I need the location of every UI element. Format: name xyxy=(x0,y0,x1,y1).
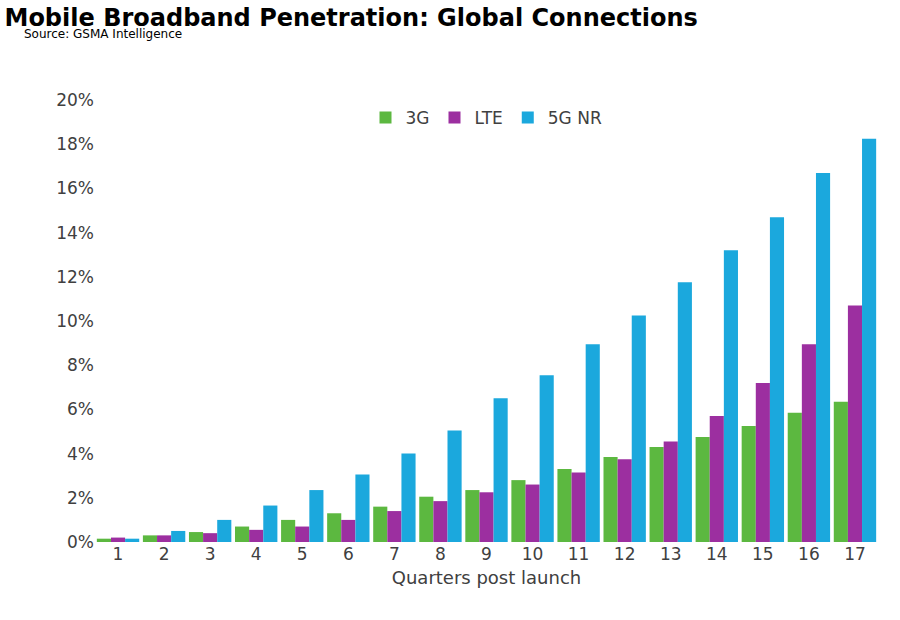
svg-text:10: 10 xyxy=(522,544,544,564)
svg-text:11: 11 xyxy=(568,544,590,564)
svg-text:5G NR: 5G NR xyxy=(548,108,602,128)
svg-text:8: 8 xyxy=(435,544,446,564)
svg-text:7: 7 xyxy=(389,544,400,564)
svg-text:Quarters post launch: Quarters post launch xyxy=(392,567,581,588)
svg-text:Source: GSMA Intelligence: Source: GSMA Intelligence xyxy=(24,27,182,41)
svg-text:18%: 18% xyxy=(56,134,94,154)
svg-text:17: 17 xyxy=(844,544,866,564)
svg-text:8%: 8% xyxy=(67,355,94,375)
svg-text:20%: 20% xyxy=(56,90,94,110)
svg-text:1: 1 xyxy=(113,544,124,564)
svg-text:6%: 6% xyxy=(67,399,94,419)
svg-text:5: 5 xyxy=(297,544,308,564)
svg-text:16%: 16% xyxy=(56,178,94,198)
svg-text:16: 16 xyxy=(798,544,820,564)
svg-text:13: 13 xyxy=(660,544,682,564)
svg-text:Mobile Broadband Penetration:: Mobile Broadband Penetration: Global Con… xyxy=(5,4,698,32)
svg-text:14: 14 xyxy=(706,544,728,564)
svg-text:4%: 4% xyxy=(67,444,94,464)
svg-text:LTE: LTE xyxy=(475,108,503,128)
svg-text:2%: 2% xyxy=(67,488,94,508)
svg-text:4: 4 xyxy=(251,544,262,564)
svg-text:0%: 0% xyxy=(67,532,94,552)
svg-text:12%: 12% xyxy=(56,267,94,287)
svg-text:12: 12 xyxy=(614,544,636,564)
svg-text:9: 9 xyxy=(481,544,492,564)
svg-text:10%: 10% xyxy=(56,311,94,331)
svg-text:14%: 14% xyxy=(56,223,94,243)
svg-text:15: 15 xyxy=(752,544,774,564)
svg-text:3: 3 xyxy=(205,544,216,564)
svg-text:2: 2 xyxy=(159,544,170,564)
svg-text:6: 6 xyxy=(343,544,354,564)
svg-text:3G: 3G xyxy=(406,108,430,128)
